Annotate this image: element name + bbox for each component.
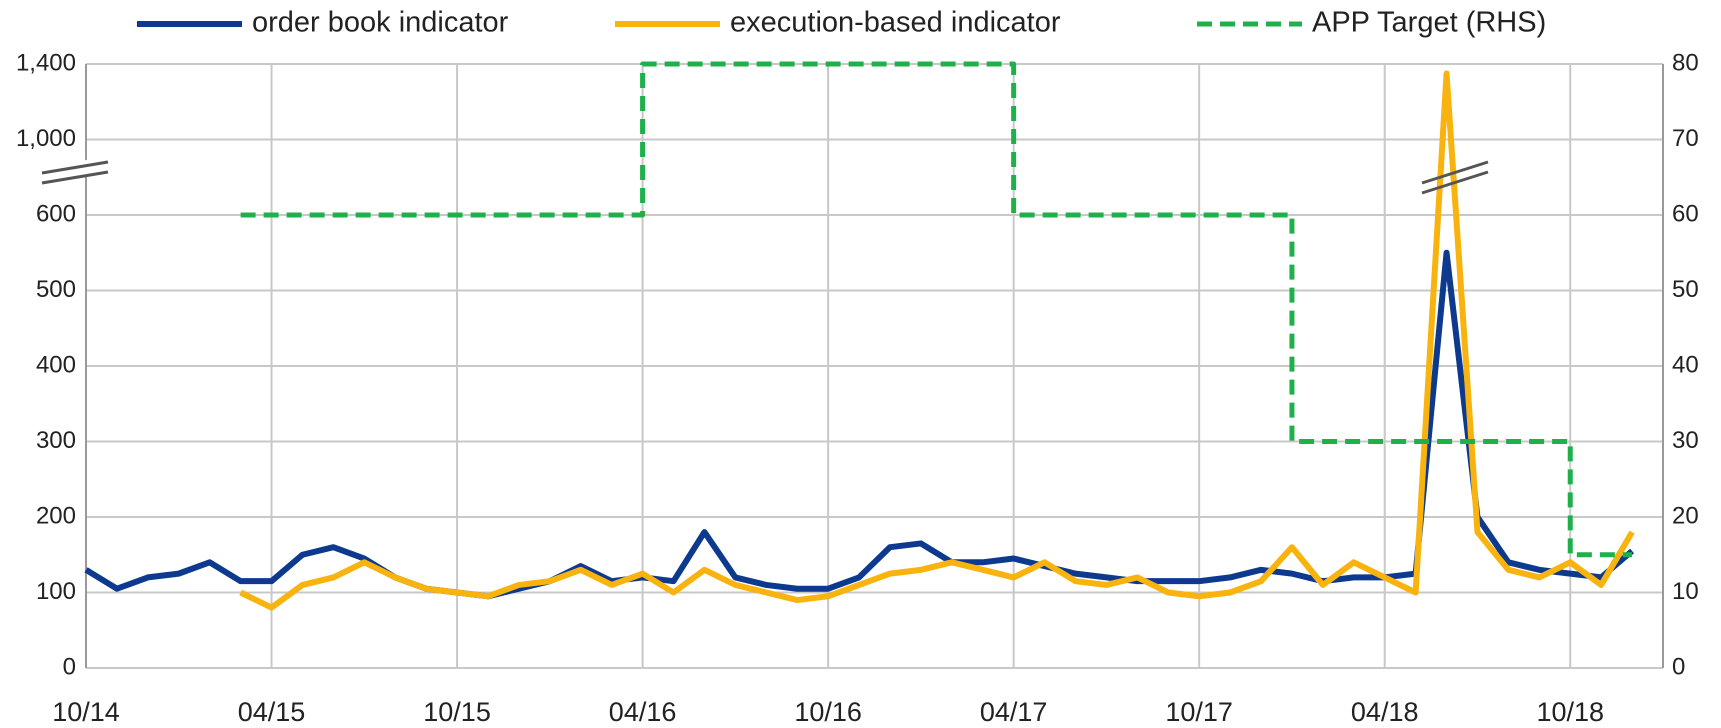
axis-break-spike bbox=[1421, 160, 1489, 195]
y2-tick-label: 30 bbox=[1672, 427, 1699, 454]
y-tick-label: 1,400 bbox=[16, 49, 76, 76]
legend-label: APP Target (RHS) bbox=[1312, 7, 1546, 39]
y2-tick-label: 80 bbox=[1672, 49, 1699, 76]
series-line bbox=[84, 249, 1635, 600]
y-tick-label: 400 bbox=[36, 351, 76, 378]
x-tick-label: 04/15 bbox=[238, 697, 306, 727]
y2-tick-label: 10 bbox=[1672, 578, 1699, 605]
y2-tick-label: 40 bbox=[1672, 351, 1699, 378]
legend-label: execution-based indicator bbox=[730, 7, 1061, 39]
y-tick-label: 0 bbox=[63, 653, 76, 680]
y2-tick-label: 60 bbox=[1672, 200, 1699, 227]
x-tick-label: 10/17 bbox=[1165, 697, 1233, 727]
x-tick-label: 10/18 bbox=[1536, 697, 1604, 727]
axis-break-left bbox=[39, 153, 111, 191]
x-tick-label: 10/16 bbox=[794, 697, 862, 727]
y2-tick-label: 0 bbox=[1672, 653, 1685, 680]
x-tick-label: 10/14 bbox=[52, 697, 120, 727]
y2-tick-label: 20 bbox=[1672, 502, 1699, 529]
series-line bbox=[240, 61, 1633, 558]
lines bbox=[84, 61, 1635, 611]
legend-label: order book indicator bbox=[252, 7, 509, 39]
y-tick-label: 200 bbox=[36, 502, 76, 529]
grid: 0 100 200 300 400 500 600 1,000 1,400 0 10 20 30 40 50… bbox=[16, 49, 1699, 727]
y-tick-label: 600 bbox=[36, 200, 76, 227]
y-tick-label: 300 bbox=[36, 427, 76, 454]
y-tick-label: 1,000 bbox=[16, 125, 76, 152]
x-tick-label: 04/18 bbox=[1351, 697, 1419, 727]
x-tick-label: 04/16 bbox=[609, 697, 677, 727]
legend: order book indicator execution-based indi… bbox=[137, 7, 1546, 39]
y2-tick-label: 70 bbox=[1672, 125, 1699, 152]
y2-tick-label: 50 bbox=[1672, 276, 1699, 303]
x-tick-label: 10/15 bbox=[423, 697, 491, 727]
y-tick-label: 100 bbox=[36, 578, 76, 605]
y-tick-label: 500 bbox=[36, 276, 76, 303]
x-tick-label: 04/17 bbox=[980, 697, 1048, 727]
series-line bbox=[239, 70, 1635, 611]
